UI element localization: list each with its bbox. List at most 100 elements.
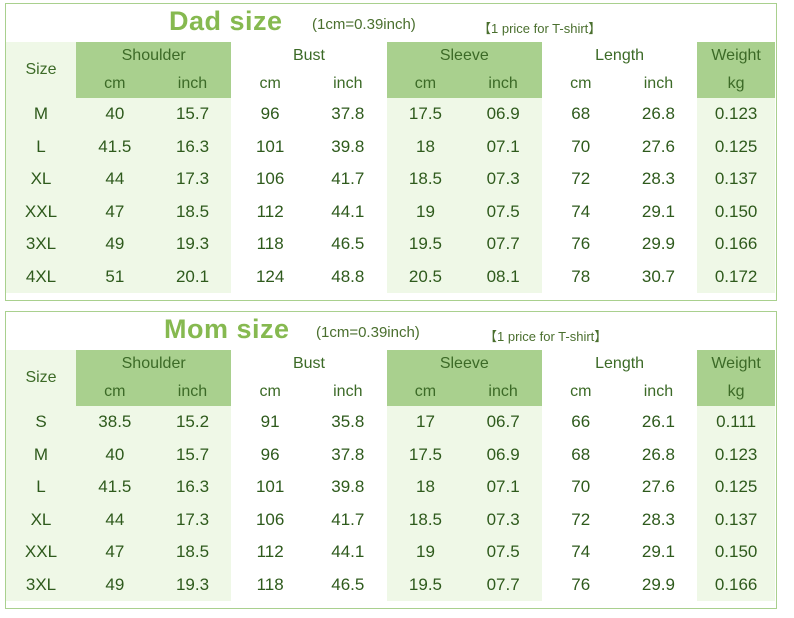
shoulder-header: Shoulder [76, 42, 232, 70]
value-cell: 0.150 [697, 195, 775, 228]
value-cell: 106 [231, 163, 309, 196]
size-cell: XL [6, 163, 76, 196]
table-row: XXL 47 18.5 112 44.1 19 07.5 74 29.1 0.150 [6, 195, 775, 228]
size-cell: 3XL [6, 228, 76, 261]
dad-size-table: Size Shoulder Bust Sleeve Length Weight … [6, 42, 775, 293]
value-cell: 17.5 [386, 98, 465, 131]
value-cell: 29.9 [619, 568, 698, 601]
value-cell: 101 [231, 130, 309, 163]
value-cell: 20.1 [153, 260, 232, 293]
value-cell: 28.3 [619, 503, 698, 536]
value-cell: 48.8 [308, 260, 387, 293]
value-cell: 07.5 [464, 536, 542, 569]
value-cell: 0.125 [697, 471, 775, 504]
value-cell: 15.7 [153, 98, 232, 131]
unit-header: inch [619, 70, 698, 98]
value-cell: 112 [231, 536, 309, 569]
unit-header: inch [619, 378, 698, 406]
value-cell: 19 [386, 536, 465, 569]
value-cell: 27.6 [619, 471, 698, 504]
value-cell: 06.9 [464, 98, 542, 131]
value-cell: 06.9 [464, 438, 542, 471]
table-row: XL 44 17.3 106 41.7 18.5 07.3 72 28.3 0.137 [6, 503, 775, 536]
table-row: 3XL 49 19.3 118 46.5 19.5 07.7 76 29.9 0.166 [6, 568, 775, 601]
size-cell: 4XL [6, 260, 76, 293]
value-cell: 51 [76, 260, 154, 293]
value-cell: 18.5 [153, 536, 232, 569]
value-cell: 44 [76, 503, 154, 536]
unit-header: cm [231, 70, 309, 98]
value-cell: 72 [541, 503, 620, 536]
value-cell: 70 [541, 130, 620, 163]
value-cell: 0.166 [697, 228, 775, 261]
value-cell: 0.123 [697, 98, 775, 131]
value-cell: 07.1 [464, 130, 542, 163]
value-cell: 101 [231, 471, 309, 504]
value-cell: 0.166 [697, 568, 775, 601]
value-cell: 37.8 [308, 438, 387, 471]
value-cell: 91 [231, 406, 309, 439]
size-cell: XXL [6, 536, 76, 569]
value-cell: 96 [231, 438, 309, 471]
value-cell: 96 [231, 98, 309, 131]
dad-size-panel: Dad size (1cm=0.39inch) 【1 price for T-s… [5, 3, 777, 301]
value-cell: 26.1 [619, 406, 698, 439]
size-cell: M [6, 438, 76, 471]
value-cell: 29.9 [619, 228, 698, 261]
value-cell: 40 [76, 438, 154, 471]
value-cell: 68 [541, 438, 620, 471]
size-header: Size [6, 350, 76, 406]
value-cell: 0.137 [697, 163, 775, 196]
value-cell: 07.5 [464, 195, 542, 228]
dad-title-row: Dad size (1cm=0.39inch) 【1 price for T-s… [6, 4, 776, 42]
length-header: Length [541, 42, 698, 70]
bust-header: Bust [231, 350, 387, 378]
value-cell: 30.7 [619, 260, 698, 293]
unit-header: cm [386, 378, 465, 406]
value-cell: 16.3 [153, 130, 232, 163]
sleeve-header: Sleeve [386, 42, 542, 70]
shoulder-header: Shoulder [76, 350, 232, 378]
mom-conversion-note: (1cm=0.39inch) [316, 324, 420, 341]
size-cell: XXL [6, 195, 76, 228]
dad-title: Dad size [169, 6, 283, 36]
value-cell: 20.5 [386, 260, 465, 293]
value-cell: 47 [76, 195, 154, 228]
unit-header: cm [386, 70, 465, 98]
weight-header: Weight [697, 350, 775, 378]
unit-header: inch [464, 70, 542, 98]
value-cell: 19.5 [386, 568, 465, 601]
value-cell: 0.172 [697, 260, 775, 293]
value-cell: 26.8 [619, 98, 698, 131]
value-cell: 46.5 [308, 228, 387, 261]
value-cell: 66 [541, 406, 620, 439]
value-cell: 0.123 [697, 438, 775, 471]
value-cell: 39.8 [308, 130, 387, 163]
value-cell: 17.3 [153, 163, 232, 196]
value-cell: 41.5 [76, 471, 154, 504]
table-row: 3XL 49 19.3 118 46.5 19.5 07.7 76 29.9 0.166 [6, 228, 775, 261]
value-cell: 106 [231, 503, 309, 536]
dad-price-note: 【1 price for T-shirt】 [478, 21, 602, 36]
value-cell: 47 [76, 536, 154, 569]
value-cell: 39.8 [308, 471, 387, 504]
value-cell: 18 [386, 471, 465, 504]
value-cell: 17 [386, 406, 465, 439]
unit-header: inch [153, 70, 232, 98]
unit-header: cm [76, 70, 154, 98]
value-cell: 44.1 [308, 536, 387, 569]
value-cell: 18.5 [153, 195, 232, 228]
value-cell: 18 [386, 130, 465, 163]
value-cell: 26.8 [619, 438, 698, 471]
value-cell: 17.3 [153, 503, 232, 536]
value-cell: 49 [76, 568, 154, 601]
value-cell: 44 [76, 163, 154, 196]
mom-title: Mom size [164, 314, 290, 344]
size-cell: L [6, 471, 76, 504]
unit-header: inch [308, 378, 387, 406]
value-cell: 38.5 [76, 406, 154, 439]
value-cell: 41.7 [308, 503, 387, 536]
value-cell: 0.137 [697, 503, 775, 536]
sleeve-header: Sleeve [386, 350, 542, 378]
value-cell: 68 [541, 98, 620, 131]
